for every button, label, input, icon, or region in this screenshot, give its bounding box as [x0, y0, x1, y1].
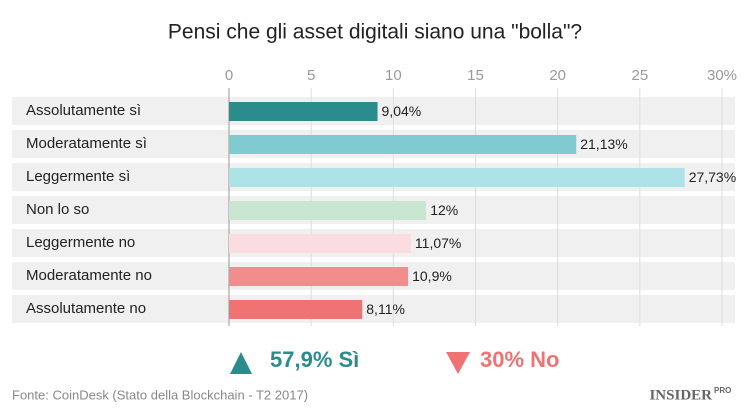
bar: [229, 234, 411, 253]
bar: [229, 201, 427, 220]
value-label: 12%: [430, 202, 458, 218]
logo-pro: PRO: [714, 386, 731, 395]
bar: [229, 300, 363, 319]
y-tick-label: Assolutamente sì: [26, 102, 141, 119]
chart-title: Pensi che gli asset digitali siano una "…: [168, 21, 582, 44]
y-tick-label: Moderatamente sì: [26, 135, 147, 152]
value-label: 11,07%: [415, 235, 461, 251]
bar: [229, 135, 577, 154]
value-label: 8,11%: [366, 301, 405, 317]
x-tick-label: 15: [467, 67, 484, 84]
logo: INSIDER: [649, 387, 712, 403]
y-tick-label: Leggermente no: [26, 234, 135, 251]
up-arrow: [230, 352, 252, 374]
y-tick-label: Moderatamente no: [26, 267, 152, 284]
x-tick-label: 10: [385, 67, 402, 84]
source: Fonte: CoinDesk (Stato della Blockchain …: [12, 387, 308, 402]
bar: [229, 102, 378, 121]
y-tick-label: Leggermente sì: [26, 168, 130, 185]
bars: 9,04% 21,13% 27,73% 12% 11,07% 10,9% 8,11%: [229, 102, 736, 319]
x-tick-label: 0: [225, 67, 233, 84]
bar: [229, 168, 685, 187]
x-tick-label: 25: [631, 67, 648, 84]
yes-summary: 57,9% Sì: [270, 347, 359, 372]
y-tick-label: Non lo so: [26, 201, 89, 218]
x-tick-label: 20: [549, 67, 566, 84]
value-label: 10,9%: [412, 268, 452, 284]
value-label: 27,73%: [689, 169, 736, 185]
y-tick-label: Assolutamente no: [26, 300, 146, 317]
no-summary: 30% No: [480, 347, 559, 372]
row-band: [12, 295, 735, 323]
value-label: 21,13%: [580, 136, 627, 152]
bar: [229, 267, 409, 286]
value-label: 9,04%: [382, 103, 422, 119]
down-arrow: [446, 352, 470, 374]
x-tick-label: 30%: [707, 67, 737, 84]
x-tick-label: 5: [307, 67, 315, 84]
